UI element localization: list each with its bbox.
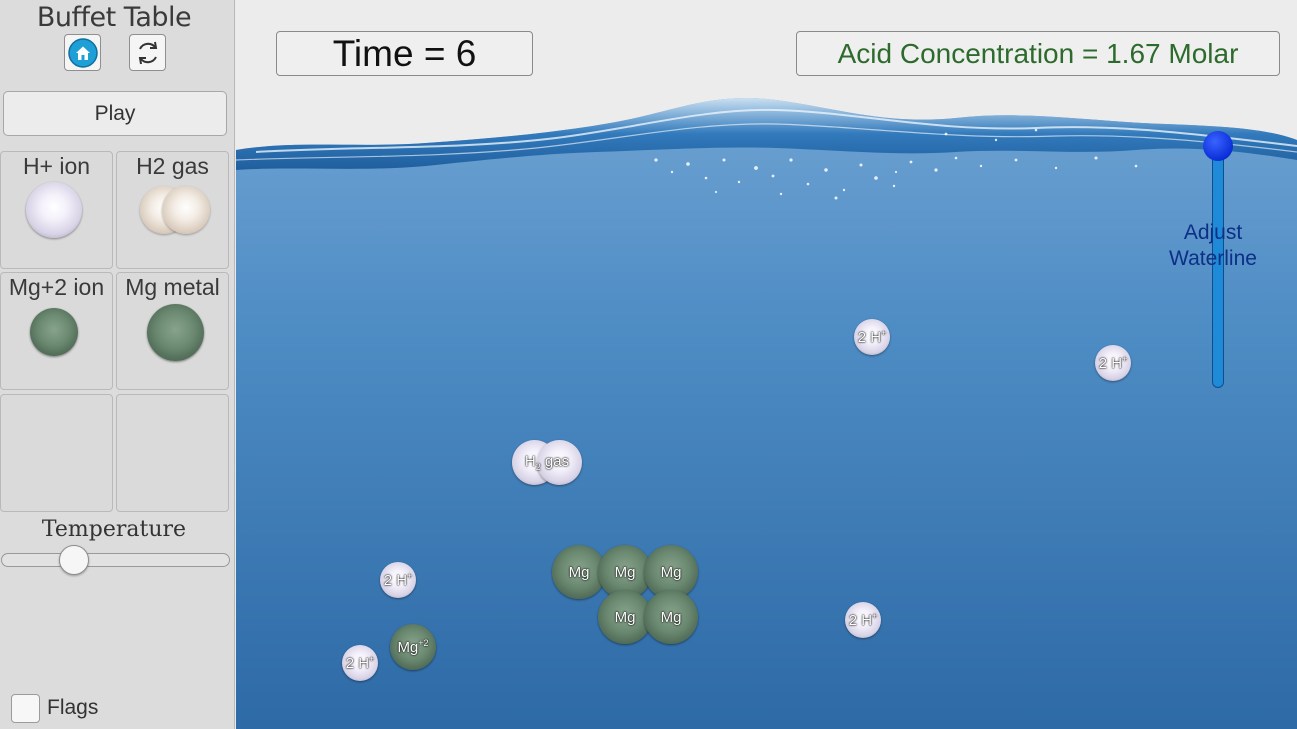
h2-gas-ball-icon[interactable] [162, 186, 210, 234]
waterline-label-line: Waterline [1169, 247, 1257, 270]
waterline-handle[interactable] [1203, 131, 1233, 161]
h-ion-text: 2 H [857, 329, 882, 346]
mg-metal-ball-icon [598, 590, 652, 644]
flags-checkbox[interactable] [11, 694, 40, 723]
refresh-icon [138, 41, 157, 64]
temperature-slider-thumb[interactable] [59, 545, 90, 575]
time-readout: Time = 6 [276, 31, 533, 76]
mg-metal-atom[interactable]: Mg [644, 545, 698, 599]
tile-h2-gas[interactable]: H2 gas [116, 151, 229, 269]
h-ion-ball-icon [1095, 345, 1131, 381]
water-background [236, 98, 1297, 729]
mg-ion-particle-label: Mg+2 [397, 638, 428, 656]
h2-gas-ball-icon [537, 440, 582, 485]
h2-text: H [524, 453, 536, 470]
mg-ion-text: Mg [397, 639, 419, 656]
mg-metal-atom[interactable]: Mg [552, 545, 606, 599]
h-ion-ball-icon [845, 602, 881, 638]
mg-ion-particle[interactable]: Mg+2 [390, 624, 436, 670]
tile-label: H+ ion [22, 153, 91, 179]
mg-metal-label: Mg [568, 563, 590, 581]
h-ion-particle-label: 2 H+ [849, 611, 878, 629]
h-ion-text: 2 H [848, 612, 873, 629]
h-ion-particle-label: 2 H+ [1099, 354, 1128, 372]
home-button[interactable] [64, 34, 101, 71]
tile-h-ion[interactable]: H+ ion [0, 151, 113, 269]
home-icon [67, 37, 98, 68]
mg-metal-label: Mg [614, 563, 636, 581]
tile-label: Mg+2 ion [8, 274, 105, 300]
mg-metal-ball-icon [552, 545, 606, 599]
mg-metal-atom[interactable]: Mg [644, 590, 698, 644]
charge-text: + [369, 654, 375, 664]
tile-mg-metal[interactable]: Mg metal [116, 272, 229, 390]
charge-text: +2 [418, 638, 429, 648]
h-ion-particle[interactable]: 2 H+ [380, 562, 416, 598]
mg-metal-ball-icon[interactable] [147, 304, 204, 361]
h-ion-ball-icon [342, 645, 378, 681]
h2-subscript: 2 [535, 462, 541, 472]
buffet-table-panel: Buffet Table Play H+ ion H2 gas Mg+2 ion… [0, 0, 235, 729]
charge-text: + [407, 571, 413, 581]
h-ion-text: 2 H [1098, 355, 1123, 372]
simulation-stage: Time = 6 Acid Concentration = 1.67 Molar… [236, 0, 1297, 729]
adjust-waterline-label: Adjust Waterline [1153, 220, 1273, 272]
mg-metal-label: Mg [660, 563, 682, 581]
mg-ion-ball-icon[interactable] [30, 308, 78, 356]
reset-button[interactable] [129, 34, 166, 71]
tile-empty [116, 394, 229, 512]
h-ion-particle[interactable]: 2 H+ [845, 602, 881, 638]
tile-label: H2 gas [136, 153, 209, 179]
temperature-slider-track[interactable] [1, 553, 230, 567]
h2-gas-particle[interactable]: H2 gas [512, 440, 582, 485]
h-ion-ball-icon [854, 319, 890, 355]
h-ion-particle[interactable]: 2 H+ [1095, 345, 1131, 381]
charge-text: + [881, 328, 887, 338]
buffet-table-title: Buffet Table [36, 2, 192, 33]
tile-mg-ion[interactable]: Mg+2 ion [0, 272, 113, 390]
h-ion-particle-label: 2 H+ [384, 571, 413, 589]
h-ion-ball-icon[interactable] [26, 182, 82, 238]
temperature-label: Temperature [41, 517, 187, 542]
tile-empty [0, 394, 113, 512]
h2-gas-particle-label: H2 gas [525, 453, 569, 472]
h-ion-particle-label: 2 H+ [346, 654, 375, 672]
acid-concentration-readout: Acid Concentration = 1.67 Molar [796, 31, 1280, 76]
h-ion-particle[interactable]: 2 H+ [854, 319, 890, 355]
mg-metal-label: Mg [614, 608, 636, 626]
tile-label: Mg metal [125, 274, 220, 300]
h-ion-particle[interactable]: 2 H+ [342, 645, 378, 681]
waterline-label-line: Adjust [1183, 221, 1243, 244]
h-ion-ball-icon [380, 562, 416, 598]
charge-text: + [1122, 354, 1128, 364]
gas-text: gas [544, 453, 570, 470]
mg-metal-ball-icon [644, 590, 698, 644]
h-ion-particle-label: 2 H+ [858, 328, 887, 346]
h-ion-text: 2 H [383, 572, 408, 589]
h-ion-text: 2 H [345, 655, 370, 672]
charge-text: + [872, 611, 878, 621]
play-button[interactable]: Play [3, 91, 227, 136]
mg-metal-label: Mg [660, 608, 682, 626]
mg-ion-ball-icon [390, 624, 436, 670]
flags-label: Flags [47, 696, 99, 719]
mg-metal-atom[interactable]: Mg [598, 590, 652, 644]
